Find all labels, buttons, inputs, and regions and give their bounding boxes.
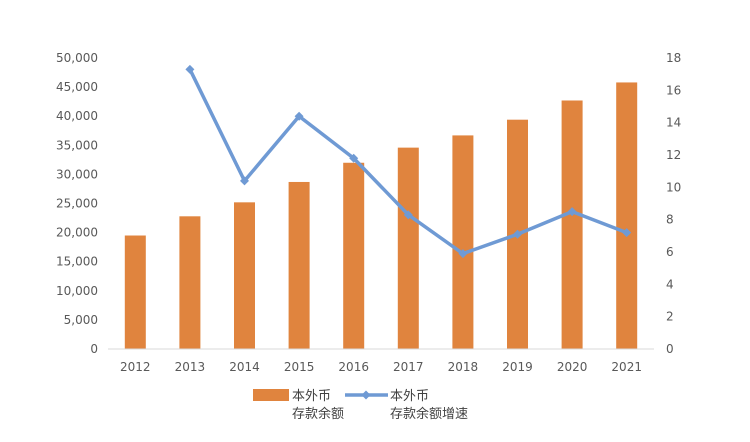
y-right-tick-label: 14 <box>666 116 681 130</box>
legend-label-bar: 本外币 <box>292 389 331 404</box>
line-point-marker <box>294 111 304 121</box>
y-left-tick-label: 20,000 <box>56 226 98 240</box>
line-point-marker <box>185 64 195 74</box>
line-point-marker <box>349 153 359 163</box>
y-right-tick-label: 6 <box>666 245 674 259</box>
x-tick-label: 2013 <box>175 360 206 374</box>
y-left-tick-label: 40,000 <box>56 109 98 123</box>
y-left-tick-label: 35,000 <box>56 138 98 152</box>
x-tick-label: 2015 <box>284 360 315 374</box>
y-right-tick-label: 16 <box>666 83 681 97</box>
y-left-tick-label: 25,000 <box>56 197 98 211</box>
line-point-marker <box>458 249 468 259</box>
x-tick-label: 2017 <box>393 360 424 374</box>
y-left-tick-label: 10,000 <box>56 284 98 298</box>
y-left-tick-label: 5,000 <box>64 313 98 327</box>
y-left-tick-label: 50,000 <box>56 51 98 65</box>
y-left-tick-label: 15,000 <box>56 255 98 269</box>
line-point-marker <box>567 207 577 217</box>
bar <box>288 181 310 349</box>
y-right-tick-label: 4 <box>666 277 674 291</box>
y-right-tick-label: 0 <box>666 342 674 356</box>
x-tick-label: 2021 <box>611 360 642 374</box>
bar <box>343 162 365 349</box>
legend-swatch-marker <box>361 390 371 400</box>
legend-label-bar: 存款余额 <box>292 406 344 422</box>
bar <box>616 82 638 349</box>
y-right-tick-label: 2 <box>666 310 674 324</box>
bar <box>179 216 201 349</box>
legend-label-line: 本外币 <box>390 389 429 404</box>
line-point-marker <box>513 229 522 239</box>
y-right-tick-label: 8 <box>666 213 674 227</box>
y-right-tick-label: 12 <box>666 148 681 162</box>
x-tick-label: 2014 <box>229 360 260 374</box>
x-tick-label: 2012 <box>120 360 151 374</box>
y-left-tick-label: 30,000 <box>56 167 98 181</box>
legend-swatch-bar <box>253 389 289 401</box>
y-left-tick-label: 45,000 <box>56 80 98 94</box>
y-left-tick-label: 0 <box>90 342 98 356</box>
legend-label-line: 存款余额增速 <box>390 406 468 422</box>
bar <box>234 202 255 349</box>
bar-series-layer <box>124 82 638 350</box>
bar <box>124 235 146 349</box>
x-tick-label: 2018 <box>448 360 479 374</box>
bar <box>452 135 474 349</box>
line-point-marker <box>622 228 632 238</box>
x-tick-label: 2016 <box>338 360 369 374</box>
axes-layer: 0 5,000 10,000 15,000 20,000 25,000 30,000 35,0… <box>56 51 681 374</box>
line-point-marker <box>403 210 413 220</box>
y-right-tick-label: 18 <box>666 51 681 65</box>
line-point-marker <box>240 176 249 186</box>
bar <box>397 147 419 349</box>
y-right-tick-label: 10 <box>666 180 681 194</box>
line-series-layer <box>185 64 632 259</box>
bar <box>561 100 583 350</box>
x-tick-label: 2020 <box>557 360 588 374</box>
x-tick-label: 2019 <box>502 360 533 374</box>
